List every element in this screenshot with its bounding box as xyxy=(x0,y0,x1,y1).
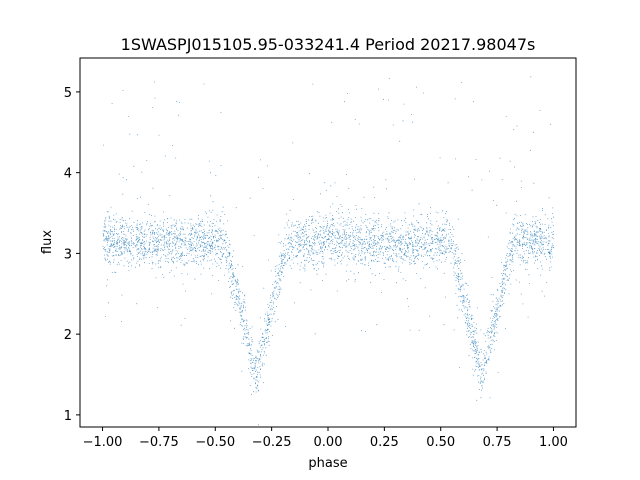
x-tick-label: 0.50 xyxy=(426,435,455,450)
x-tick-label: 1.00 xyxy=(539,435,568,450)
y-tick-label: 4 xyxy=(64,167,72,182)
x-tick-label: 0.00 xyxy=(314,435,343,450)
x-tick-label: −0.50 xyxy=(195,435,235,450)
x-tick-label: −0.25 xyxy=(252,435,292,450)
x-tick-label: −0.75 xyxy=(139,435,179,450)
y-tick-label: 1 xyxy=(64,409,72,424)
x-tick-label: 0.75 xyxy=(483,435,512,450)
data-points xyxy=(102,76,555,426)
y-tick-label: 5 xyxy=(64,86,72,101)
x-axis: −1.00 −0.75 −0.50 −0.25 0.00 0.25 0.50 0.75 1.00 xyxy=(83,427,568,450)
y-tick-label: 2 xyxy=(64,328,72,343)
x-axis-label: phase xyxy=(308,456,347,471)
y-tick-label: 3 xyxy=(64,247,72,262)
flux-point-series xyxy=(102,76,555,426)
chart-title: 1SWASPJ015105.95-033241.4 Period 20217.9… xyxy=(121,35,536,54)
x-tick-label: 0.25 xyxy=(370,435,399,450)
y-axis-label: flux xyxy=(40,230,55,254)
plot-frame xyxy=(79,57,577,428)
x-tick-label: −1.00 xyxy=(83,435,123,450)
y-axis: 1 2 3 4 5 xyxy=(64,86,80,424)
